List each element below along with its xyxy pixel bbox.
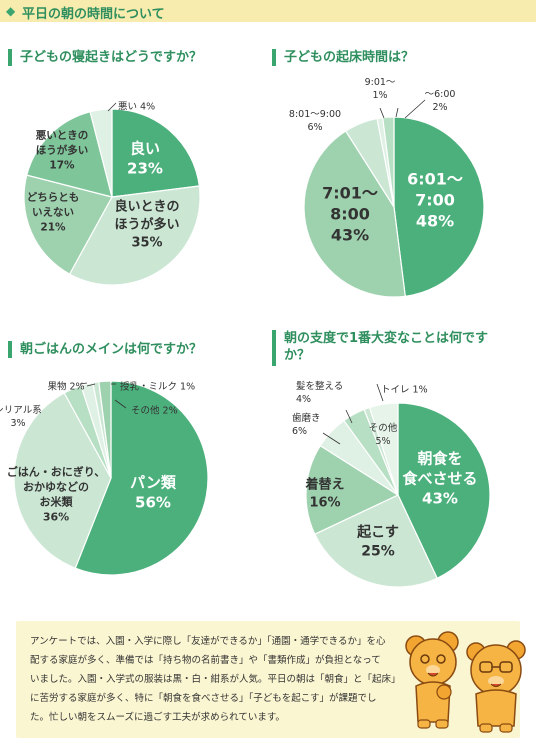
chart4-slice-label-7: その他 5% — [369, 422, 398, 447]
chart2-leader-line — [395, 107, 399, 118]
chart2-slice-5 — [382, 116, 395, 208]
chart3-slice-1 — [74, 380, 209, 576]
chart2-slice-label-3: 8:01〜9:00 6% — [289, 109, 341, 133]
chart4-leader-line — [345, 409, 353, 424]
chart1-slice-1 — [111, 108, 200, 198]
chart1-slice-label-5: 悪い 4% — [118, 101, 155, 112]
chart1-slice-3 — [23, 174, 113, 275]
chart4-slice-7 — [368, 402, 399, 496]
chart1-slice-2 — [68, 185, 201, 286]
chart4-slice-label-6: トイレ 1% — [381, 384, 428, 395]
section-title: 平日の朝の時間について — [22, 7, 165, 22]
chart1-slice-4 — [26, 111, 113, 198]
chart2-slice-2 — [303, 130, 406, 298]
chart2-title: 子どもの起床時間は？ — [272, 49, 414, 66]
chart3-slice-label-2: ごはん・おにぎり、おかゆなどのお米類 36% — [7, 464, 106, 523]
chart3-slice-label-3: シリアル系3% — [0, 405, 42, 429]
note-line: に苦労する家庭が多く、特に「朝食を食べさせる」「子どもを起こす」が課題でし — [30, 693, 377, 704]
chart2-leader-line — [404, 99, 426, 119]
note-line: 配する家庭が多く、準備では「持ち物の名前書き」や「書類作成」が負担となって — [30, 655, 381, 666]
note-line: アンケートでは、入園・入学に際し「友達ができるか」「通園・通学できるか」を心 — [30, 636, 386, 647]
chart4-leader-line — [322, 432, 341, 445]
chart3-leader-line — [86, 383, 96, 387]
mascot-illustration — [405, 631, 526, 733]
chart1-slice-label-1: 良い 23% — [127, 139, 163, 177]
chart1-title: 子どもの寝起きはどうですか？ — [8, 49, 202, 66]
chart1-slice-label-2: 良いときのほうが多い 35% — [114, 199, 179, 251]
chart2-slice-label-1: 6:01〜 7:00 48% — [407, 170, 463, 231]
mascot-right — [466, 640, 526, 733]
chart1-leader-line — [107, 102, 117, 112]
chart3-slice-label-5: 授乳・ミルク 1% — [120, 380, 195, 392]
chart3-leader-line — [114, 399, 127, 409]
chart2-leader-line — [379, 107, 385, 119]
chart4-slice-label-3: 着替え 16% — [304, 477, 344, 511]
chart2-slice-label-5: 〜6:00 2% — [425, 89, 456, 113]
chart2-slice-label-4: 9:01〜 1% — [365, 77, 396, 101]
chart4-title: 朝の支度で1番大変なことは何ですか？ — [272, 330, 494, 366]
note-line: た。忙しい朝をスムーズに過ごす工夫が求められています。 — [30, 712, 285, 723]
chart3-leader-line — [79, 382, 88, 385]
mascot-left — [405, 631, 459, 729]
chart4-slice-1 — [397, 402, 491, 580]
chart4-slice-2 — [313, 494, 438, 588]
chart2-slice-1 — [393, 116, 485, 297]
chart3-slice-6 — [98, 380, 112, 479]
chart3-title: 朝ごはんのメインは何ですか？ — [8, 341, 202, 358]
chart4-slice-label-2: 起こす 25% — [356, 523, 399, 559]
chart3-slice-label-6: その他 2% — [131, 404, 178, 416]
chart1-slice-5 — [89, 108, 113, 198]
chart4-slice-label-5: 髪を整える 4% — [296, 380, 343, 405]
chart2-slice-label-2: 7:01〜 8:00 43% — [322, 184, 378, 245]
chart4-slice-label-1: 朝食を食べさせる 43% — [402, 449, 477, 507]
chart1-slice-label-4: 悪いときのほうが多い 17% — [36, 130, 89, 172]
chart4-slice-3 — [305, 444, 400, 535]
chart3-slice-2 — [13, 392, 112, 569]
chart3-slice-label-1: パン類 56% — [130, 473, 177, 511]
section-header: ◆ 平日の朝の時間について — [0, 0, 536, 22]
chart4-leader-line — [376, 383, 384, 402]
diamond-icon: ◆ — [6, 4, 16, 18]
chart4-slice-label-4: 歯磨き 6% — [292, 412, 321, 437]
charts-canvas: 良い 23% 良いときのほうが多い 35% どちらともいえない 21% 悪いときのほうが多い… — [0, 77, 491, 588]
chart3-slice-label-4: 果物 2% — [47, 380, 84, 392]
chart1-slice-label-3: どちらともいえない 21% — [27, 191, 80, 234]
note-line: いました。入園・入学式の服装は黒・白・紺系が人気。平日の朝は「朝食」と「起床」 — [30, 674, 401, 685]
